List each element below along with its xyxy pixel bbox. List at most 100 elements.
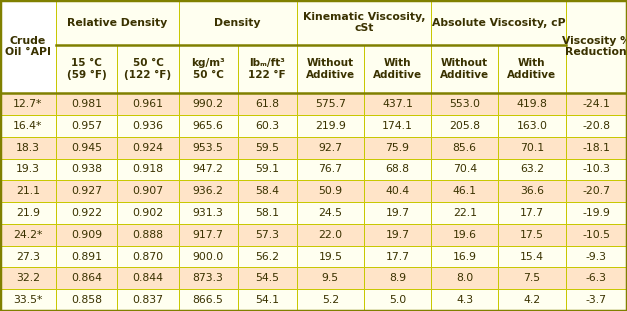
Bar xyxy=(498,93,566,115)
Text: 8.9: 8.9 xyxy=(389,273,406,283)
Bar xyxy=(117,115,179,137)
Text: 4.3: 4.3 xyxy=(456,295,473,305)
Bar xyxy=(364,137,431,159)
Bar xyxy=(297,267,364,289)
Bar xyxy=(498,180,566,202)
Text: 61.8: 61.8 xyxy=(255,99,279,109)
Text: 931.3: 931.3 xyxy=(192,208,224,218)
Bar xyxy=(498,289,566,311)
Bar xyxy=(56,137,117,159)
Bar xyxy=(56,224,117,246)
Bar xyxy=(498,202,566,224)
Text: 0.957: 0.957 xyxy=(71,121,102,131)
Bar xyxy=(238,289,297,311)
Text: 85.6: 85.6 xyxy=(453,143,477,153)
Bar xyxy=(179,115,238,137)
Text: 0.837: 0.837 xyxy=(132,295,164,305)
Text: With
Additive: With Additive xyxy=(507,58,557,80)
Bar xyxy=(297,93,364,115)
Text: 936.2: 936.2 xyxy=(192,186,224,196)
Text: 900.0: 900.0 xyxy=(192,252,224,262)
Bar xyxy=(297,246,364,267)
Text: 0.961: 0.961 xyxy=(132,99,164,109)
Bar xyxy=(0,267,56,289)
Text: 68.8: 68.8 xyxy=(386,165,409,174)
Text: 0.909: 0.909 xyxy=(71,230,102,240)
Bar xyxy=(364,202,431,224)
Text: 19.6: 19.6 xyxy=(453,230,477,240)
Bar xyxy=(179,289,238,311)
Text: 163.0: 163.0 xyxy=(517,121,547,131)
Bar xyxy=(117,267,179,289)
Text: 866.5: 866.5 xyxy=(192,295,224,305)
Bar xyxy=(431,93,498,115)
Bar xyxy=(117,224,179,246)
Text: 8.0: 8.0 xyxy=(456,273,473,283)
Text: 0.864: 0.864 xyxy=(71,273,102,283)
Text: 50.9: 50.9 xyxy=(319,186,342,196)
Text: Crude
Oil °API: Crude Oil °API xyxy=(5,36,51,58)
Text: Relative Density: Relative Density xyxy=(67,17,167,28)
Text: -19.9: -19.9 xyxy=(582,208,610,218)
Bar xyxy=(56,289,117,311)
Bar xyxy=(431,137,498,159)
Bar xyxy=(0,115,56,137)
Text: 56.2: 56.2 xyxy=(255,252,279,262)
Bar xyxy=(179,202,238,224)
Text: 36.6: 36.6 xyxy=(520,186,544,196)
Bar xyxy=(0,289,56,311)
Bar xyxy=(297,137,364,159)
Bar xyxy=(431,224,498,246)
Bar xyxy=(179,0,297,45)
Text: 553.0: 553.0 xyxy=(449,99,480,109)
Bar xyxy=(117,180,179,202)
Text: 5.0: 5.0 xyxy=(389,295,406,305)
Text: 16.9: 16.9 xyxy=(453,252,477,262)
Bar xyxy=(364,93,431,115)
Bar xyxy=(566,0,627,93)
Text: 990.2: 990.2 xyxy=(192,99,224,109)
Text: Density: Density xyxy=(214,17,261,28)
Text: 953.5: 953.5 xyxy=(192,143,224,153)
Bar xyxy=(364,159,431,180)
Bar xyxy=(179,224,238,246)
Bar xyxy=(56,246,117,267)
Bar xyxy=(297,0,431,45)
Bar xyxy=(0,180,56,202)
Bar xyxy=(238,267,297,289)
Bar xyxy=(566,137,627,159)
Bar xyxy=(431,45,498,93)
Text: 50 °C
(122 °F): 50 °C (122 °F) xyxy=(124,58,172,80)
Bar xyxy=(0,0,56,93)
Text: 4.2: 4.2 xyxy=(524,295,540,305)
Bar xyxy=(431,202,498,224)
Bar xyxy=(566,93,627,115)
Text: 19.7: 19.7 xyxy=(386,208,409,218)
Text: 54.5: 54.5 xyxy=(255,273,279,283)
Bar xyxy=(431,0,566,45)
Text: Absolute Viscosity, cP: Absolute Viscosity, cP xyxy=(431,17,565,28)
Text: 24.2*: 24.2* xyxy=(13,230,43,240)
Text: Without
Additive: Without Additive xyxy=(440,58,489,80)
Bar xyxy=(238,224,297,246)
Text: 419.8: 419.8 xyxy=(517,99,547,109)
Text: kg/m³
50 °C: kg/m³ 50 °C xyxy=(191,58,225,80)
Text: With
Additive: With Additive xyxy=(373,58,422,80)
Text: 76.7: 76.7 xyxy=(319,165,342,174)
Bar xyxy=(56,93,117,115)
Bar xyxy=(297,115,364,137)
Bar xyxy=(0,137,56,159)
Text: 0.938: 0.938 xyxy=(71,165,102,174)
Text: 32.2: 32.2 xyxy=(16,273,40,283)
Bar xyxy=(179,180,238,202)
Bar xyxy=(0,202,56,224)
Text: 15 °C
(59 °F): 15 °C (59 °F) xyxy=(66,58,107,80)
Bar xyxy=(498,159,566,180)
Bar xyxy=(56,45,117,93)
Bar xyxy=(431,246,498,267)
Text: 0.922: 0.922 xyxy=(71,208,102,218)
Bar xyxy=(238,202,297,224)
Text: 70.1: 70.1 xyxy=(520,143,544,153)
Bar xyxy=(179,45,238,93)
Bar xyxy=(498,137,566,159)
